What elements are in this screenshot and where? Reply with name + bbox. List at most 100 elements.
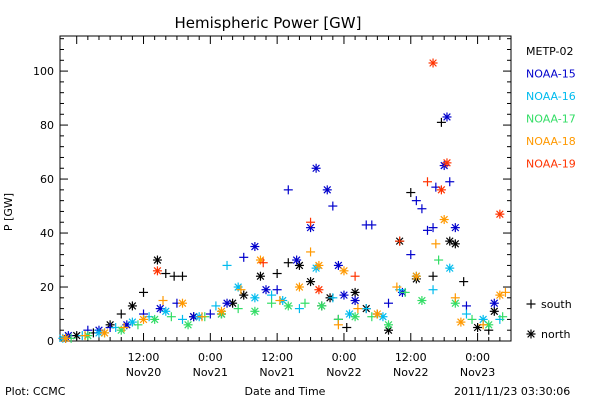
y-tick-label: 40 <box>40 227 54 240</box>
data-point-noaa-17-north <box>317 301 327 311</box>
plot-frame <box>59 35 512 342</box>
y-tick-label: 60 <box>40 173 54 186</box>
data-point-noaa-17-south <box>233 304 243 314</box>
data-point-noaa-18-north <box>456 317 466 327</box>
data-point-noaa-19-south <box>258 258 268 268</box>
data-point-noaa-17-south <box>498 312 508 322</box>
x-tick-label-time: 12:00 <box>128 351 160 364</box>
y-tick-label: 100 <box>33 65 54 78</box>
x-tick-label-time: 0:00 <box>465 351 490 364</box>
data-point-noaa-15-south <box>461 301 471 311</box>
data-point-noaa-17-south <box>400 287 410 297</box>
data-point-noaa-19-south <box>350 271 360 281</box>
data-point-noaa-19-north <box>436 185 446 195</box>
data-point-noaa-17-south <box>467 314 477 324</box>
legend-entry: NOAA-15 <box>526 68 576 81</box>
data-point-noaa-16-north <box>127 317 137 327</box>
x-tick-label-date: Nov22 <box>393 366 428 379</box>
data-point-noaa-17-south <box>434 255 444 265</box>
data-point-noaa-16-south <box>211 301 221 311</box>
data-point-noaa-17-north <box>384 320 394 330</box>
data-point-noaa-17-north <box>150 314 160 324</box>
data-point-metp-02-south <box>177 271 187 281</box>
data-point-noaa-15-south <box>328 201 338 211</box>
x-tick-label-date: Nov22 <box>326 366 361 379</box>
data-point-noaa-15-south <box>422 225 432 235</box>
data-point-noaa-15-south <box>384 298 394 308</box>
data-point-noaa-15-south <box>283 185 293 195</box>
data-point-metp-02-north <box>450 239 460 249</box>
data-point-noaa-16-north <box>445 263 455 273</box>
data-point-metp-02-south <box>161 269 171 279</box>
data-point-metp-02-south <box>342 323 352 333</box>
data-point-metp-02-south <box>436 117 446 127</box>
data-point-metp-02-south <box>406 188 416 198</box>
data-point-noaa-17-north <box>183 320 193 330</box>
data-point-noaa-16-south <box>361 304 371 314</box>
x-tick-label-time: 12:00 <box>261 351 293 364</box>
legend-marker-north <box>526 329 536 339</box>
axis-ticks: 0 20 40 60 80 100 12:00 Nov20 0:00 Nov21 12:00 Nov2… <box>33 36 511 379</box>
data-point-noaa-16-south <box>222 260 232 270</box>
data-point-metp-02-south <box>139 287 149 297</box>
data-point-noaa-19-north <box>495 209 505 219</box>
data-point-noaa-16-south <box>428 285 438 295</box>
data-point-noaa-15-north <box>306 223 316 233</box>
legend-entry: NOAA-18 <box>526 135 576 148</box>
data-point-noaa-18-south <box>450 293 460 303</box>
x-tick-label-time: 0:00 <box>332 351 357 364</box>
data-point-noaa-17-north <box>250 306 260 316</box>
data-points <box>58 58 510 343</box>
data-point-noaa-18-north <box>177 298 187 308</box>
x-tick-label-time: 0:00 <box>198 351 223 364</box>
y-tick-label: 20 <box>40 281 54 294</box>
data-point-noaa-15-north <box>350 296 360 306</box>
legend-marker-label: north <box>541 328 571 341</box>
data-point-noaa-17-north <box>417 296 427 306</box>
data-point-noaa-17-south <box>267 298 277 308</box>
x-tick-label-time: 12:00 <box>395 351 427 364</box>
data-point-metp-02-north <box>127 301 137 311</box>
data-point-noaa-18-south <box>431 239 441 249</box>
data-point-metp-02-north <box>152 255 162 265</box>
data-point-metp-02-south <box>283 258 293 268</box>
data-point-noaa-18-north <box>372 309 382 319</box>
data-point-noaa-15-north <box>261 285 271 295</box>
plot-credit: Plot: CCMC <box>5 385 66 398</box>
data-point-noaa-15-north <box>450 223 460 233</box>
data-point-noaa-16-south <box>461 309 471 319</box>
data-point-noaa-15-south <box>272 285 282 295</box>
data-point-noaa-15-north <box>292 255 302 265</box>
data-point-noaa-19-north <box>442 158 452 168</box>
data-point-noaa-18-south <box>275 296 285 306</box>
chart-title: Hemispheric Power [GW] <box>175 14 362 32</box>
data-point-noaa-16-south <box>177 314 187 324</box>
x-tick-label-date: Nov23 <box>460 366 495 379</box>
data-point-noaa-15-south <box>406 250 416 260</box>
data-point-metp-02-north <box>350 287 360 297</box>
legend-entry: NOAA-17 <box>526 113 576 126</box>
data-point-noaa-15-south <box>428 223 438 233</box>
data-point-noaa-19-south <box>422 177 432 187</box>
data-point-noaa-15-north <box>442 112 452 122</box>
data-point-metp-02-south <box>116 309 126 319</box>
data-point-noaa-18-north <box>61 333 71 343</box>
data-point-metp-02-north <box>489 306 499 316</box>
data-point-noaa-16-north <box>161 306 171 316</box>
data-point-noaa-17-south <box>133 320 143 330</box>
legend-entry: METP-02 <box>526 45 574 58</box>
data-point-noaa-15-south <box>417 204 427 214</box>
x-tick-label-date: Nov21 <box>193 366 228 379</box>
legend: METP-02 NOAA-15 NOAA-16 NOAA-17 NOAA-18 NOAA-… <box>526 45 576 341</box>
data-point-noaa-15-north <box>322 185 332 195</box>
data-point-noaa-16-south <box>328 293 338 303</box>
legend-marker-label: south <box>541 298 572 311</box>
data-point-noaa-15-south <box>411 196 421 206</box>
data-point-noaa-18-north <box>495 290 505 300</box>
data-point-metp-02-north <box>306 277 316 287</box>
data-point-noaa-15-north <box>222 298 232 308</box>
data-point-noaa-18-north <box>100 328 110 338</box>
legend-entry: NOAA-19 <box>526 158 576 171</box>
data-point-noaa-17-north <box>350 312 360 322</box>
data-point-noaa-18-south <box>158 296 168 306</box>
